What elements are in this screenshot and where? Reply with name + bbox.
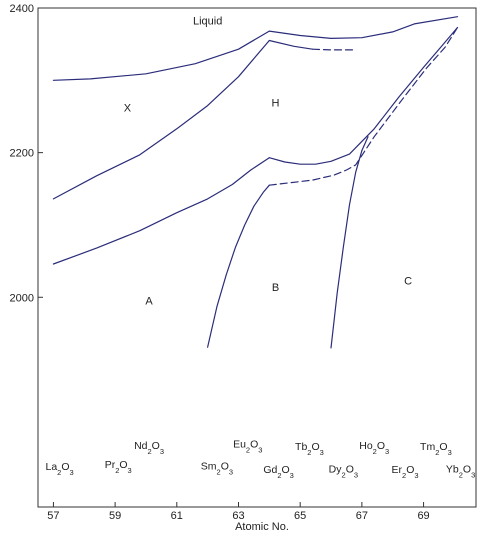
compound-label: Sm2O3 [201,460,233,476]
region-label: A [145,296,153,308]
region-label: C [404,275,412,287]
compound-label: Pr2O3 [105,459,132,475]
compound-label: Tm2O3 [420,441,452,457]
compound-label: Gd2O3 [263,464,294,480]
x-tick-label: 65 [294,510,306,522]
phase-boundary-5 [52,157,270,265]
phase-boundary-3 [268,39,314,50]
compound-label: La2O3 [45,461,73,477]
x-tick-label: 69 [417,510,429,522]
region-label: B [272,282,279,294]
x-tick-label: 67 [356,510,368,522]
y-tick-label: 2000 [10,292,34,304]
region-label: X [124,102,132,114]
compound-label: Nd2O3 [134,440,164,456]
x-tick-label: 59 [109,510,121,522]
x-tick-label: 57 [47,510,59,522]
y-tick-label: 2200 [10,148,34,160]
compound-label: Er2O3 [392,464,419,480]
phase-boundary-6 [268,26,459,165]
region-label: H [272,97,280,109]
phase-boundary-10 [361,136,369,152]
compound-label: Ho2O3 [359,440,389,456]
phase-boundary-2 [52,39,270,200]
phase-boundary-9 [330,149,363,349]
phase-boundary-1 [52,16,459,81]
compound-label: Tb2O3 [295,441,324,457]
compound-label: Eu2O3 [233,439,262,455]
region-label: Liquid [193,16,222,28]
phase-boundary-7 [207,184,270,348]
x-axis-title: Atomic No. [235,521,289,533]
phase-boundary-4 [311,48,354,51]
phase-boundary-8 [268,26,459,186]
x-tick-label: 61 [171,510,183,522]
x-tick-label: 63 [232,510,244,522]
compound-label: Yb2O3 [446,463,475,479]
y-tick-label: 2400 [10,3,34,15]
plot-frame [37,7,477,508]
compound-label: Dy2O3 [329,463,358,479]
